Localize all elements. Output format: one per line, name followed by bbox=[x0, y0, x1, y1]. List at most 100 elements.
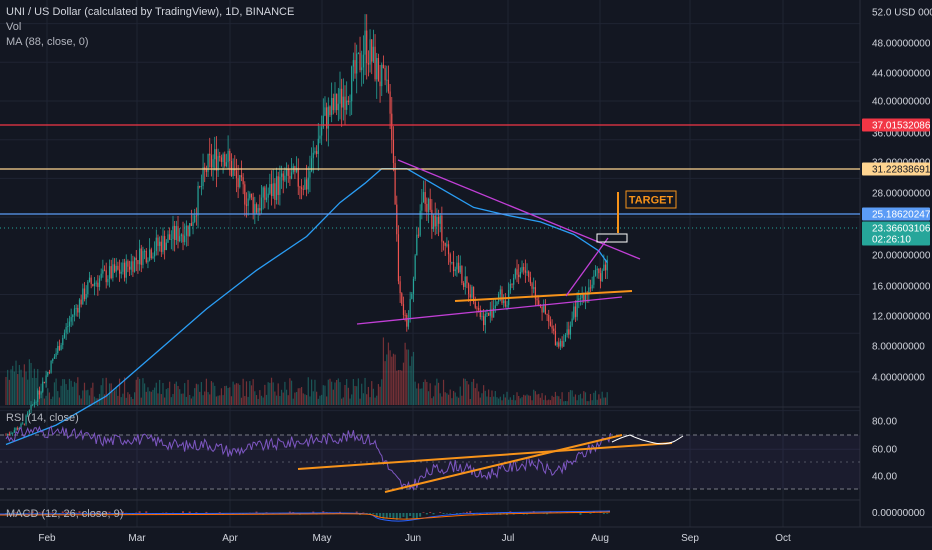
volume-bar bbox=[50, 398, 52, 405]
macd-line bbox=[0, 510, 611, 522]
candle-body bbox=[489, 309, 491, 316]
candle-body bbox=[38, 390, 40, 395]
volume-bar bbox=[399, 370, 401, 405]
volume-bar bbox=[112, 391, 114, 405]
candle-body bbox=[282, 173, 284, 181]
volume-bar bbox=[476, 383, 478, 405]
macd-bar bbox=[442, 513, 445, 514]
volume-bar bbox=[361, 383, 363, 405]
rsi-legend[interactable]: RSI (14, close) bbox=[6, 412, 79, 424]
volume-bar bbox=[478, 391, 480, 405]
macd-bar bbox=[422, 512, 425, 513]
volume-bar bbox=[300, 387, 303, 405]
volume-bar bbox=[280, 389, 283, 405]
macd-legend[interactable]: MACD (12, 26, close, 9) bbox=[6, 508, 124, 520]
candle-body bbox=[7, 433, 9, 435]
candle-body bbox=[214, 149, 216, 160]
candle-body bbox=[240, 175, 243, 178]
candle-body bbox=[128, 266, 131, 270]
volume-bar bbox=[467, 384, 470, 405]
macd-bar bbox=[395, 513, 398, 520]
volume-bar bbox=[82, 390, 84, 405]
volume-bar bbox=[579, 393, 582, 405]
candle-body bbox=[601, 270, 603, 282]
volume-bar bbox=[107, 395, 109, 405]
volume-bar bbox=[494, 391, 496, 405]
candle-body bbox=[349, 101, 351, 103]
volume-bar bbox=[447, 394, 450, 405]
candle-body bbox=[381, 64, 383, 87]
volume-bar bbox=[543, 399, 545, 405]
candle-body bbox=[306, 179, 308, 190]
volume-bar bbox=[224, 386, 226, 405]
candle-body bbox=[237, 178, 239, 188]
candle-body bbox=[419, 210, 421, 236]
volume-bar bbox=[311, 379, 313, 405]
volume-bar bbox=[25, 371, 27, 405]
ma-legend[interactable]: MA (88, close, 0) bbox=[6, 36, 89, 48]
volume-bar bbox=[382, 337, 385, 405]
candle-body bbox=[464, 276, 466, 287]
volume-bar bbox=[123, 377, 126, 405]
candle-body bbox=[317, 138, 319, 155]
volume-bar bbox=[33, 368, 35, 405]
volume-bar bbox=[464, 378, 466, 405]
candle-body bbox=[559, 340, 562, 347]
candle-body bbox=[471, 286, 473, 298]
volume-bar bbox=[523, 394, 525, 405]
volume-bar bbox=[77, 377, 79, 405]
volume-bar bbox=[38, 393, 40, 405]
volume-bar bbox=[279, 396, 281, 405]
price-tick-label: 36.00000000 bbox=[872, 129, 931, 140]
candle-body bbox=[509, 283, 511, 291]
volume-bar bbox=[551, 395, 553, 405]
candle-body bbox=[591, 284, 593, 289]
symbol-legend[interactable]: UNI / US Dollar (calculated by TradingVi… bbox=[6, 6, 295, 18]
candle-body bbox=[227, 150, 229, 163]
candle-body bbox=[372, 46, 374, 62]
volume-bar bbox=[23, 364, 25, 405]
volume-bar bbox=[412, 351, 415, 405]
candle-body bbox=[548, 314, 550, 322]
macd-bar bbox=[405, 513, 408, 520]
volume-bar bbox=[222, 395, 224, 405]
candle-body bbox=[431, 209, 433, 229]
volume-bar bbox=[154, 387, 156, 405]
candle-body bbox=[50, 360, 52, 373]
volume-bar bbox=[165, 389, 167, 405]
candle-body bbox=[391, 113, 393, 140]
candle-body bbox=[329, 106, 331, 115]
volume-bar bbox=[354, 385, 356, 405]
breakout-box bbox=[596, 233, 628, 243]
volume-bar bbox=[402, 362, 405, 405]
volume-bar bbox=[267, 382, 269, 405]
candle-body bbox=[488, 312, 490, 316]
candle-body bbox=[32, 404, 34, 406]
candle-body bbox=[578, 298, 580, 301]
volume-bar bbox=[140, 397, 142, 405]
candle-body bbox=[215, 149, 218, 171]
volume-legend[interactable]: Vol bbox=[6, 21, 22, 33]
volume-bar bbox=[496, 397, 498, 405]
volume-bar bbox=[573, 396, 575, 405]
macd-bar bbox=[485, 513, 488, 515]
candlesticks bbox=[5, 14, 608, 438]
candle-body bbox=[351, 66, 353, 102]
volume-bar bbox=[128, 394, 131, 405]
candle-body bbox=[549, 321, 552, 326]
time-tick-label: Apr bbox=[222, 533, 238, 544]
volume-bar bbox=[32, 377, 34, 405]
candle-body bbox=[275, 176, 278, 200]
volume-bar bbox=[68, 378, 71, 405]
volume-bar bbox=[58, 397, 61, 405]
candle-body bbox=[103, 269, 106, 271]
volume-bar bbox=[491, 390, 493, 405]
candle-body bbox=[314, 151, 316, 153]
volume-bar bbox=[180, 393, 182, 405]
volume-bar bbox=[606, 392, 608, 405]
candle-body bbox=[222, 154, 224, 162]
candle-body bbox=[467, 283, 470, 295]
volume-bar bbox=[421, 388, 423, 405]
volume-bar bbox=[27, 379, 29, 405]
volume-bar bbox=[534, 391, 536, 405]
